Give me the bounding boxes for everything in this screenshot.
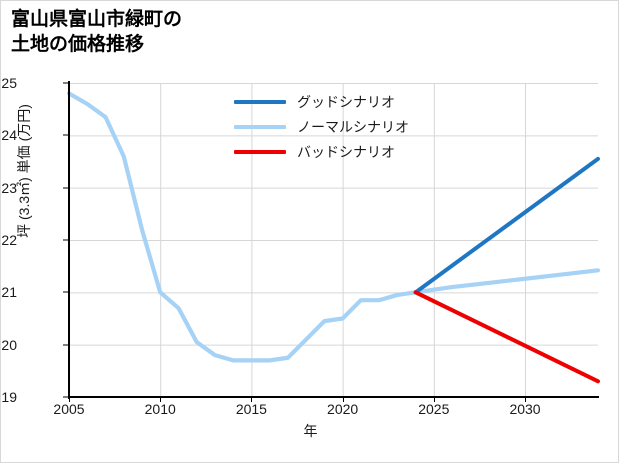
legend-item-label: バッドシナリオ — [297, 143, 395, 160]
x-tick-label: 2020 — [327, 401, 359, 417]
series-line-グッドシナリオ — [413, 156, 600, 295]
plot-area — [66, 83, 601, 398]
x-tick-label: 2005 — [53, 401, 85, 417]
y-tick-mark — [63, 134, 69, 136]
legend-color-swatch — [234, 99, 286, 104]
x-tick-mark — [160, 397, 162, 402]
y-tick-mark — [63, 187, 69, 189]
y-tick-mark — [63, 396, 69, 398]
y-tick-label: 25 — [1, 75, 17, 91]
y-tick-label: 19 — [1, 389, 17, 405]
legend-item-2: バッドシナリオ — [234, 139, 479, 164]
x-tick-label: 2015 — [235, 401, 267, 417]
y-tick-mark — [63, 82, 69, 84]
x-tick-label: 2010 — [144, 401, 176, 417]
y-tick-mark — [63, 344, 69, 346]
legend-item-1: ノーマルシナリオ — [234, 114, 479, 139]
x-axis-label: 年 — [303, 423, 318, 439]
series-line-バッドシナリオ — [413, 290, 600, 384]
y-tick-label: 20 — [1, 336, 17, 353]
y-tick-label: 24 — [1, 127, 17, 144]
x-tick-mark — [525, 397, 527, 402]
legend-color-swatch — [234, 149, 286, 154]
x-tick-label: 2030 — [509, 401, 541, 417]
y-tick-mark — [63, 291, 69, 293]
y-axis-label: 坪 (3.3㎡) 単価 (万円) — [16, 104, 32, 238]
x-tick-label: 2025 — [418, 401, 450, 417]
x-tick-mark — [69, 397, 70, 402]
legend-color-swatch — [234, 124, 286, 129]
series-lines-group — [66, 91, 601, 384]
x-tick-mark — [433, 397, 435, 402]
series-line-ノーマルシナリオ — [66, 91, 601, 363]
x-tick-mark — [251, 397, 253, 402]
y-tick-label: 22 — [1, 232, 17, 248]
y-tick-label: 23 — [1, 179, 17, 196]
legend-item-0: グッドシナリオ — [234, 89, 479, 114]
y-tick-label: 21 — [1, 284, 17, 301]
x-tick-mark — [342, 397, 344, 402]
y-axis-line — [68, 81, 70, 399]
chart-title: 富山県富山市緑町の 土地の価格推移 — [11, 9, 183, 56]
x-axis-line — [68, 396, 599, 398]
y-tick-mark — [63, 239, 69, 241]
legend-item-label: ノーマルシナリオ — [297, 118, 409, 135]
legend-item-label: グッドシナリオ — [297, 93, 395, 110]
chart-legend: グッドシナリオ ノーマルシナリオ バッドシナリオ — [234, 89, 479, 164]
